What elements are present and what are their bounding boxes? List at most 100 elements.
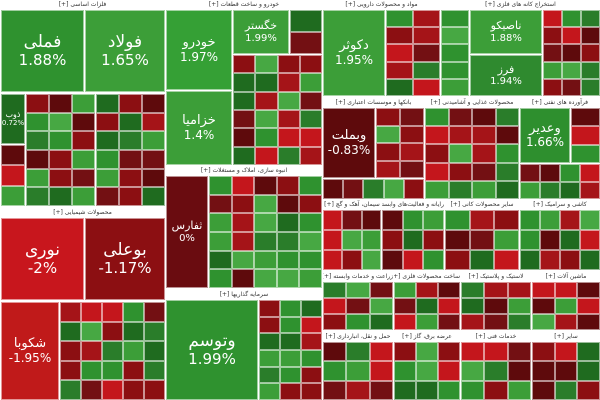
stock-tile-small — [299, 128, 322, 147]
stock-tile-small — [276, 213, 300, 232]
stock-tile-small — [141, 112, 165, 132]
stock-tile-small — [72, 150, 96, 169]
sector-header[interactable]: سایر محصولات کانی [+] — [445, 200, 519, 209]
stock-tile-small — [102, 341, 123, 361]
stock-tile: وبملت -0.83% — [323, 108, 375, 178]
stock-tile-small — [581, 61, 600, 79]
stock-tile-small — [209, 213, 232, 232]
stock-tile-small — [254, 213, 277, 232]
stock-name: وتوسم — [188, 331, 236, 352]
stock-tile-small — [259, 300, 280, 317]
stock-tile-small — [554, 380, 578, 400]
sector-header[interactable]: سرمایه گذاریها [+] — [166, 290, 322, 299]
sector-header[interactable]: کاشی و سرامیک [+] — [520, 200, 600, 209]
stock-tile-small — [394, 342, 416, 362]
stock-tile-small — [520, 250, 540, 270]
stock-tile: فرز 1.94% — [470, 55, 542, 96]
sector-header[interactable]: محصولات غذایی و آشامیدنی [+] — [425, 98, 519, 107]
stock-tile-small — [26, 131, 50, 150]
stock-tile-small — [323, 230, 343, 250]
stock-tile-small — [472, 108, 496, 127]
stock-tile-small — [484, 298, 508, 314]
stock-tile-small — [532, 361, 555, 381]
stock-tile-small — [233, 55, 256, 74]
stock-tile-small — [394, 380, 416, 400]
stock-tile-small — [49, 131, 73, 150]
stock-tile-small — [346, 282, 370, 298]
sector-header[interactable]: استخراج کانه های فلزی [+] — [441, 0, 600, 9]
stock-tile: ثفارس 0% — [166, 176, 208, 288]
stock-tile-small — [277, 110, 300, 129]
stock-name: فملی — [23, 32, 62, 53]
stock-tile-small — [403, 179, 424, 199]
stock-tile-small — [323, 342, 347, 362]
stock-tile-small — [361, 210, 381, 230]
sector-header[interactable]: فرآورده های نفتی [+] — [520, 98, 600, 107]
stock-tile-small — [81, 341, 102, 361]
stock-tile-small — [495, 108, 519, 127]
stock-tile-small — [416, 361, 438, 381]
stock-tile-small — [543, 78, 562, 96]
stock-tile-small — [441, 27, 469, 45]
stock-tile-small — [342, 210, 362, 230]
stock-tile-small — [255, 91, 278, 110]
stock-tile-small — [346, 342, 370, 362]
sector-header[interactable]: بانکها و موسسات اعتباری [+] — [323, 98, 424, 107]
stock-tile: وعدیر 1.66% — [520, 108, 570, 163]
stock-tile-small — [520, 230, 540, 250]
stock-tile-small — [81, 302, 102, 322]
sector-header[interactable]: ماشین آلات [+] — [532, 272, 600, 281]
sector-header[interactable]: خدمات فنی [+] — [461, 332, 531, 341]
stock-tile-small — [382, 250, 403, 270]
sector-header[interactable]: سایر [+] — [532, 332, 600, 341]
stock-tile-small — [301, 300, 322, 317]
stock-tile-small — [346, 298, 370, 314]
stock-tile-small — [394, 298, 416, 314]
stock-tile-small — [562, 61, 581, 79]
stock-tile-small — [233, 146, 256, 165]
stock-tile-small — [425, 144, 449, 163]
stock-tile-small — [118, 187, 142, 206]
sector-header[interactable]: انبوه سازی، املاک و مستغلات [+] — [166, 166, 322, 175]
sector-header[interactable]: عرضه برق، گاز [+] — [394, 332, 460, 341]
stock-tile-small — [540, 164, 560, 182]
stock-tile-small — [301, 366, 322, 384]
stock-tile-small — [209, 232, 232, 251]
sector-header[interactable]: مواد و محصولات دارویی [+] — [323, 0, 440, 9]
stock-tile-small — [484, 314, 508, 330]
sector-header[interactable]: محصولات شیمیایی [+] — [0, 208, 165, 217]
sector-header[interactable]: لاستیک و پلاستیک [+] — [461, 272, 531, 281]
stock-tile-small — [72, 112, 96, 132]
stock-tile-small — [461, 361, 485, 381]
sector-header[interactable]: حمل و نقل، انبارداری [+] — [323, 332, 393, 341]
sector-header[interactable]: سیمان، آهک و گچ [+] — [323, 200, 381, 209]
stock-tile-small — [507, 298, 531, 314]
stock-tile-small — [445, 250, 470, 270]
stock-tile-small — [425, 162, 449, 181]
stock-tile-small — [95, 112, 119, 132]
stock-tile-small — [254, 194, 277, 214]
stock-tile-small — [280, 383, 301, 400]
stock-tile-small — [441, 44, 469, 62]
sector-header[interactable]: زراعت و خدمات وابسته [+] — [323, 272, 393, 281]
sector-header[interactable]: فلزات اساسی [+] — [0, 0, 165, 9]
stock-tile-small — [95, 131, 119, 150]
stock-tile-small — [413, 10, 440, 28]
stock-tile-small — [448, 144, 472, 163]
stock-tile-small — [301, 350, 322, 367]
stock-tile-small — [560, 181, 580, 199]
sector-header[interactable]: رایانه و فعالیت‌های وابسته [+] — [382, 200, 444, 209]
stock-tile-small — [299, 232, 322, 251]
sector-header[interactable]: ساخت محصولات فلزی [+] — [394, 272, 460, 281]
stock-tile-small — [494, 230, 519, 250]
stock-tile-small — [361, 230, 381, 250]
stock-tile-small — [438, 314, 460, 330]
stock-tile-small — [290, 32, 322, 54]
stock-tile-small — [416, 380, 438, 400]
stock-tile-small — [577, 380, 600, 400]
stock-tile-small — [423, 250, 444, 270]
stock-change: -0.83% — [327, 142, 371, 157]
stock-tile-small — [95, 187, 119, 206]
sector-header[interactable]: خودرو و ساخت قطعات [+] — [166, 0, 322, 9]
stock-tile-small — [60, 341, 81, 361]
